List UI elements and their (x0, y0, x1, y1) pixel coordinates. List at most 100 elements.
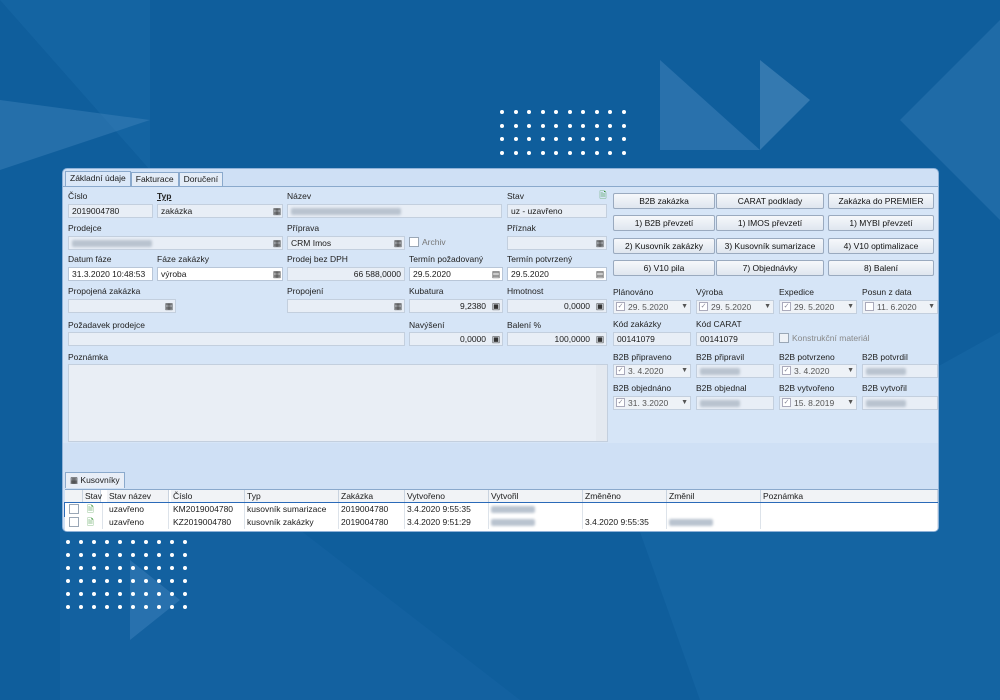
priprava-field[interactable]: CRM Imos (287, 236, 405, 250)
action-button[interactable]: 1) IMOS převzetí (716, 215, 824, 231)
lookup-icon[interactable]: ▦ (164, 301, 174, 311)
column-header[interactable]: Vytvořil (489, 490, 583, 503)
b2b-potvrzeno-picker[interactable]: ✓ 3. 4.2020 ▼ (779, 364, 857, 378)
column-header[interactable]: Zakázka (339, 490, 405, 503)
dot (594, 110, 599, 114)
b2b-pripravil-field[interactable] (696, 364, 774, 378)
table-row[interactable]: 🗎 uzavřeno KZ2019004780 kusovník zakázky 201… (65, 516, 938, 529)
calculator-icon[interactable]: ▣ (491, 301, 501, 311)
prodej-field[interactable]: 66 588,0000 (287, 267, 405, 281)
termin-potvrzeny-field[interactable]: 29.5.2020 (507, 267, 607, 281)
table-row[interactable]: 🗎 uzavřeno KM2019004780 kusovník sumarizace… (64, 502, 938, 517)
archiv-checkbox[interactable] (409, 237, 419, 247)
b2b-potvrdil-label: B2B potvrdil (862, 352, 908, 362)
prodejce-field[interactable] (68, 236, 283, 250)
action-button[interactable]: CARAT podklady (716, 193, 824, 209)
termin-pozadovany-field[interactable]: 29.5.2020 (409, 267, 503, 281)
kusovniky-grid: Stav Stav název Číslo Typ Zakázka Vytvořeno Vy… (64, 489, 938, 531)
column-header[interactable]: Poznámka (761, 490, 938, 503)
lookup-icon[interactable]: ▦ (393, 238, 403, 248)
stav-field[interactable]: uz - uzavřeno (507, 204, 607, 218)
b2b-pripraveno-picker[interactable]: ✓ 3. 4.2020 ▼ (613, 364, 691, 378)
action-button[interactable]: B2B zakázka (613, 193, 715, 209)
lookup-icon[interactable]: ▦ (272, 269, 282, 279)
action-button[interactable]: 3) Kusovník sumarizace (716, 238, 824, 254)
tab-kusovniky[interactable]: ▦ Kusovníky (65, 472, 125, 488)
calendar-icon[interactable]: ▤ (595, 269, 605, 279)
calculator-icon[interactable]: ▣ (491, 334, 501, 344)
dot (105, 605, 109, 609)
propojeni-field[interactable] (287, 299, 405, 313)
dot (157, 553, 161, 557)
action-button[interactable]: 4) V10 optimalizace (828, 238, 934, 254)
b2b-vytvoreno-picker[interactable]: ✓ 15. 8.2019 ▼ (779, 396, 857, 410)
action-button[interactable]: 6) V10 pila (613, 260, 715, 276)
b2b-objednal-field[interactable] (696, 396, 774, 410)
kubatura-field[interactable]: 9,2380 (409, 299, 503, 313)
konstrukcni-checkbox[interactable] (779, 333, 789, 343)
cislo-label: Číslo (68, 191, 88, 201)
row-checkbox[interactable] (69, 517, 79, 527)
lookup-icon[interactable]: ▦ (272, 206, 282, 216)
scrollbar[interactable] (596, 365, 607, 441)
navyseni-field[interactable]: 0,0000 (409, 332, 503, 346)
expedice-picker[interactable]: ✓ 29. 5.2020 ▼ (779, 300, 857, 314)
cell-cislo: KZ2019004780 (171, 516, 245, 529)
lookup-icon[interactable]: ▦ (272, 238, 282, 248)
planovano-picker[interactable]: ✓ 29. 5.2020 ▼ (613, 300, 691, 314)
calculator-icon[interactable]: ▣ (595, 301, 605, 311)
priznak-field[interactable] (507, 236, 607, 250)
tab-fakturace[interactable]: Fakturace (130, 172, 179, 186)
calculator-icon[interactable]: ▣ (595, 334, 605, 344)
action-button[interactable]: 1) MYBI převzetí (828, 215, 934, 231)
b2b-potvrdil-field[interactable] (862, 364, 938, 378)
row-checkbox[interactable] (69, 504, 79, 514)
faze-field[interactable]: výroba (157, 267, 283, 281)
dot (581, 150, 585, 155)
vyroba-picker[interactable]: ✓ 29. 5.2020 ▼ (696, 300, 774, 314)
kod-zakazky-field[interactable]: 00141079 (613, 332, 691, 346)
baleni-field[interactable]: 100,0000 (507, 332, 607, 346)
hmotnost-field[interactable]: 0,0000 (507, 299, 607, 313)
column-header[interactable]: Číslo (171, 490, 245, 503)
lookup-icon[interactable]: ▦ (393, 301, 403, 311)
dot (567, 150, 572, 155)
column-header[interactable]: Změnil (667, 490, 761, 503)
kod-carat-label: Kód CARAT (696, 319, 742, 329)
tab-zakladni-udaje[interactable]: Základní údaje (65, 171, 131, 186)
tab-doruceni[interactable]: Doručení (178, 172, 224, 186)
cislo-field[interactable]: 2019004780 (68, 204, 153, 218)
nazev-field[interactable] (287, 204, 502, 218)
action-button[interactable]: Zakázka do PREMIER (828, 193, 934, 209)
propojena-label: Propojená zakázka (68, 286, 141, 296)
dot (157, 605, 161, 609)
column-header[interactable]: Vytvořeno (405, 490, 489, 503)
action-button[interactable]: 7) Objednávky (716, 260, 824, 276)
datum-faze-field[interactable]: 31.3.2020 10:48:53 (68, 267, 153, 281)
column-header[interactable]: Stav název (107, 490, 169, 503)
b2b-pripraveno-label: B2B připraveno (613, 352, 672, 362)
action-button[interactable]: 8) Balení (828, 260, 934, 276)
dot (608, 110, 612, 114)
lookup-icon[interactable]: ▦ (595, 238, 605, 248)
posun-picker[interactable]: 11. 6.2020 ▼ (862, 300, 938, 314)
propojena-field[interactable] (68, 299, 176, 313)
calendar-icon[interactable]: ▤ (491, 269, 501, 279)
pozadavek-field[interactable] (68, 332, 405, 346)
dot (608, 137, 612, 141)
column-header[interactable]: Změněno (583, 490, 667, 503)
dot (170, 540, 174, 544)
typ-field[interactable]: zakázka (157, 204, 283, 218)
poznamka-textarea[interactable] (68, 364, 608, 442)
dot (66, 553, 70, 557)
action-button[interactable]: 2) Kusovník zakázky (613, 238, 715, 254)
b2b-vytvoril-field[interactable] (862, 396, 938, 410)
action-button[interactable]: 1) B2B převzetí (613, 215, 715, 231)
cell-zakazka: 2019004780 (339, 516, 405, 529)
dot (144, 592, 148, 596)
column-header[interactable]: Typ (245, 490, 339, 503)
column-header[interactable]: Stav (83, 490, 103, 503)
b2b-objednano-picker[interactable]: ✓ 31. 3.2020 ▼ (613, 396, 691, 410)
kod-carat-field[interactable]: 00141079 (696, 332, 774, 346)
dot (183, 540, 187, 544)
